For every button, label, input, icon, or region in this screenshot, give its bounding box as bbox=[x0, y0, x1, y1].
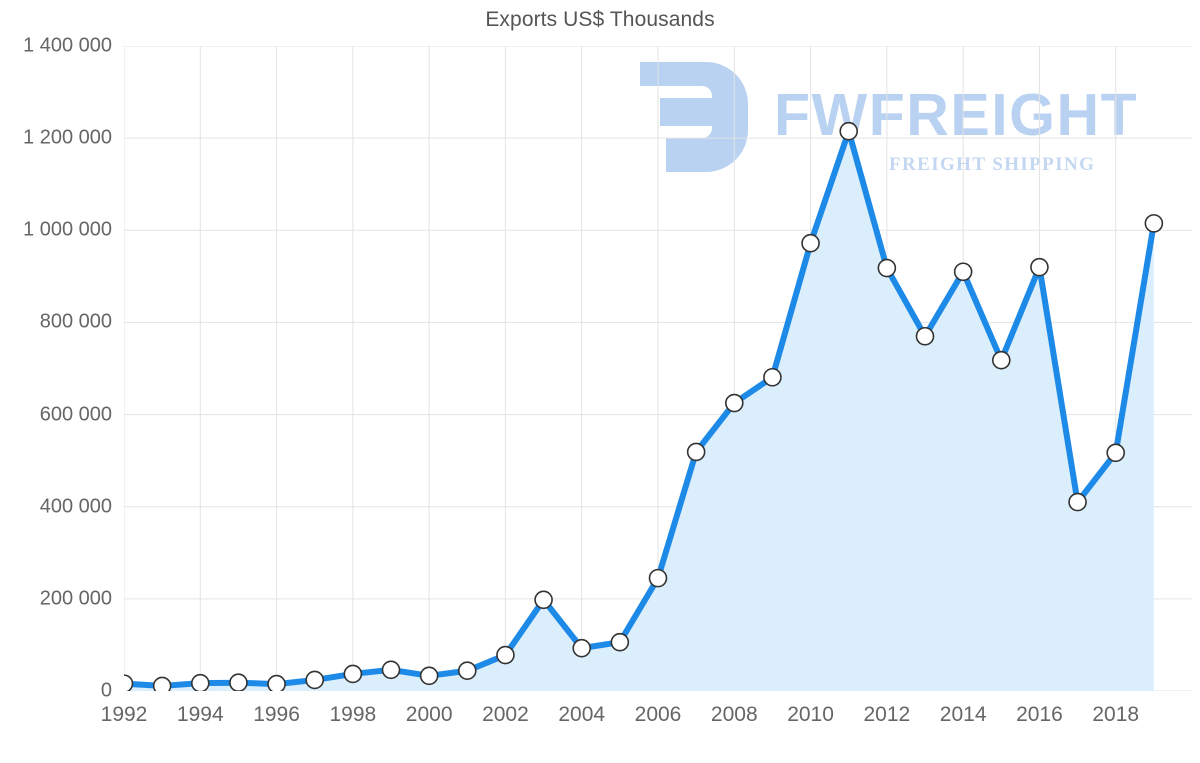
data-point bbox=[648, 568, 668, 588]
y-axis-labels: 0 200 000 400 000 600 000 800 000 1 000 000 1 … bbox=[0, 0, 124, 763]
x-tick-label: 2010 bbox=[787, 703, 834, 726]
data-point bbox=[572, 638, 592, 658]
y-tick-label: 600 000 bbox=[39, 403, 112, 426]
data-point bbox=[534, 590, 553, 610]
data-point bbox=[1144, 214, 1164, 233]
data-point bbox=[686, 442, 706, 462]
data-point bbox=[724, 393, 744, 413]
data-point bbox=[991, 350, 1011, 370]
x-tick-label: 2004 bbox=[558, 703, 606, 726]
data-point bbox=[124, 674, 134, 691]
data-point bbox=[496, 645, 515, 665]
y-tick-label: 0 bbox=[100, 679, 112, 702]
data-point bbox=[610, 632, 630, 652]
data-point bbox=[839, 121, 859, 141]
data-point bbox=[457, 661, 477, 681]
x-tick-label: 1996 bbox=[253, 703, 300, 726]
x-tick-label: 2016 bbox=[1016, 703, 1063, 726]
x-tick-label: 1992 bbox=[100, 703, 148, 726]
x-tick-label: 2002 bbox=[482, 703, 529, 726]
x-tick-label: 2008 bbox=[710, 703, 758, 726]
plot-svg bbox=[124, 46, 1192, 691]
x-tick-label: 2012 bbox=[863, 703, 911, 726]
x-tick-label: 1994 bbox=[176, 703, 224, 726]
data-point bbox=[953, 262, 973, 282]
data-point bbox=[152, 676, 172, 691]
x-tick-label: 2000 bbox=[405, 703, 453, 726]
data-point bbox=[877, 258, 897, 278]
x-tick-label: 2006 bbox=[634, 703, 682, 726]
page-title: Exports US$ Thousands bbox=[485, 8, 715, 31]
plot-area bbox=[124, 46, 1192, 691]
data-point bbox=[1106, 443, 1126, 463]
y-tick-label: 800 000 bbox=[39, 310, 112, 333]
data-point bbox=[381, 660, 401, 680]
data-point bbox=[1068, 492, 1087, 512]
x-tick-label: 2018 bbox=[1092, 703, 1140, 726]
data-point bbox=[1030, 257, 1049, 277]
x-tick-label: 2014 bbox=[939, 703, 987, 726]
data-point bbox=[267, 674, 286, 691]
data-point bbox=[419, 666, 439, 686]
data-point bbox=[915, 326, 935, 346]
y-tick-label: 1 400 000 bbox=[23, 34, 112, 57]
data-point bbox=[763, 367, 782, 387]
y-tick-label: 1 000 000 bbox=[23, 218, 112, 241]
data-point bbox=[229, 673, 248, 691]
data-point bbox=[305, 670, 325, 690]
data-point bbox=[190, 673, 210, 691]
y-tick-label: 400 000 bbox=[39, 495, 112, 518]
y-tick-label: 200 000 bbox=[39, 587, 112, 610]
data-point bbox=[343, 664, 363, 684]
x-tick-label: 1998 bbox=[329, 703, 377, 726]
y-tick-label: 1 200 000 bbox=[23, 126, 112, 149]
data-point bbox=[801, 233, 820, 253]
